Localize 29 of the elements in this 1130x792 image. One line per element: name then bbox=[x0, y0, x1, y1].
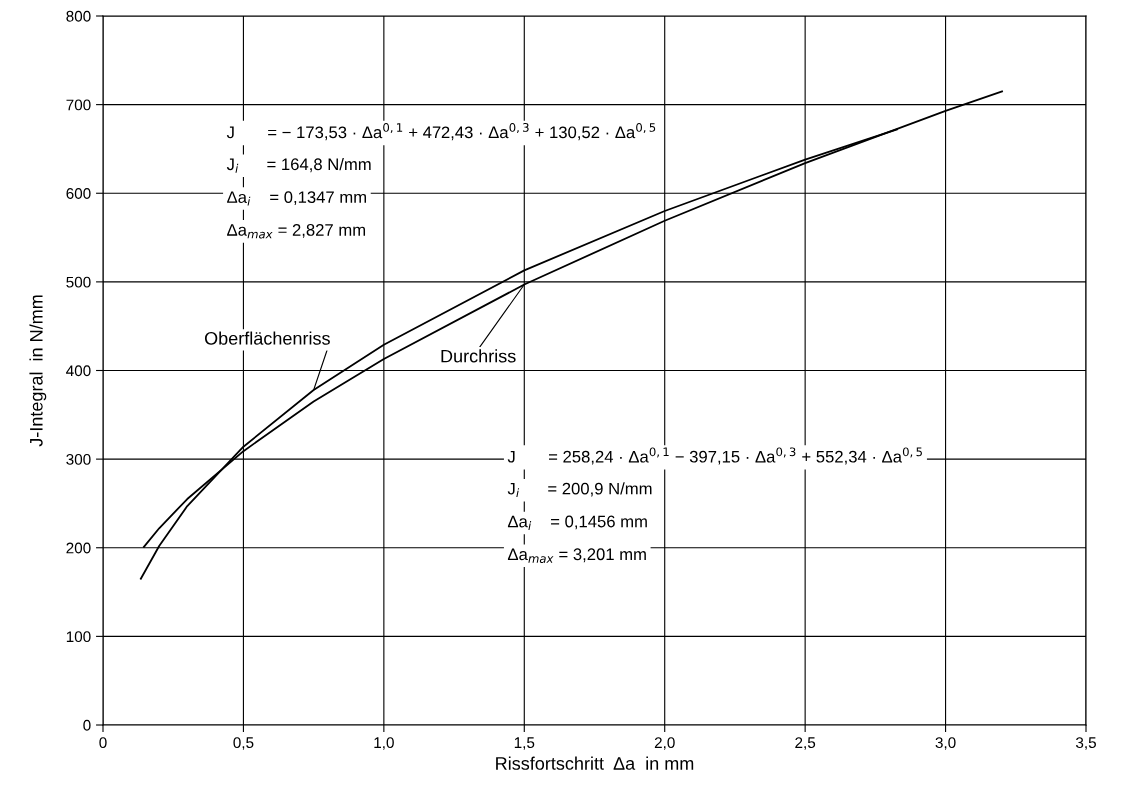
y-axis-title: J-Integral in N/mm bbox=[29, 295, 47, 447]
y-tick-label: 100 bbox=[66, 631, 91, 643]
x-tick-label: 0 bbox=[99, 737, 107, 749]
x-tick-label: 0,5 bbox=[233, 737, 254, 750]
x-tick-label: 2,5 bbox=[795, 737, 816, 750]
y-tick-label: 400 bbox=[66, 365, 91, 377]
y-tick-label: 200 bbox=[66, 542, 91, 554]
text: J$_{i}$ = 200,9 N/mm bbox=[507, 482, 652, 498]
y-tick-label: 700 bbox=[66, 99, 91, 111]
x-tick-label: 2,0 bbox=[654, 737, 675, 750]
x-tick-label: 3,5 bbox=[1075, 737, 1096, 750]
y-tick-label: 600 bbox=[66, 188, 91, 199]
text: J$_{i}$ = 164,8 N/mm bbox=[226, 157, 371, 173]
y-tick-label: 300 bbox=[66, 453, 91, 465]
text: Δa$_{i}$ = 0,1347 mm bbox=[227, 191, 366, 206]
x-tick-label: 3,0 bbox=[935, 737, 956, 750]
series-label: Oberflächenriss bbox=[204, 331, 330, 345]
annotation: Δa$_{max}$ = 2,827 mm bbox=[227, 224, 366, 239]
y-tick-label: 500 bbox=[66, 276, 91, 288]
text: Δa$_{i}$ = 0,1456 mm bbox=[507, 515, 647, 530]
x-axis-title: Rissfortschritt Δa in mm bbox=[496, 756, 694, 770]
annotation: J = − 173,53 · Δa$^{0,1}$ + 472,43 · Δa$^{0,3}$ + 130,52 · Δa$^{0,5}$ bbox=[226, 123, 656, 141]
y-tick-label: 0 bbox=[83, 719, 91, 731]
annotation: J = 258,24 · Δa$^{0,1}$ − 397,15 · Δa$^{0,3}$ + 552,34 · Δa$^{0,5}$ bbox=[507, 447, 922, 465]
annotation: Δa$_{max}$ = 3,201 mm bbox=[507, 548, 646, 563]
series-label: Durchriss bbox=[441, 349, 516, 363]
x-tick-label: 1,0 bbox=[374, 737, 394, 750]
y-tick-label: 800 bbox=[66, 10, 91, 22]
x-tick-label: 1,5 bbox=[514, 737, 535, 750]
